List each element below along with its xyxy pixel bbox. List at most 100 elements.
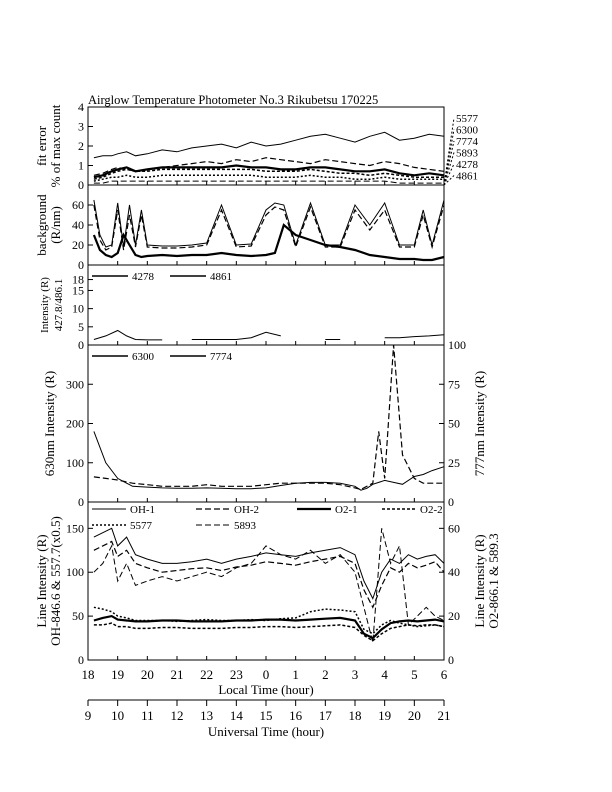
ut-tick-label: 15: [260, 708, 273, 723]
y-tick-label: 10: [72, 302, 84, 316]
ut-tick-label: 19: [378, 708, 391, 723]
ut-tick-label: 9: [85, 708, 92, 723]
panel-frame: [87, 344, 445, 503]
series-line-7774: [93, 344, 444, 491]
y-right-axis-label: Line Intensity (R): [472, 534, 487, 627]
local-time-tick-label: 23: [230, 667, 243, 682]
y-right-tick-label: 50: [448, 417, 460, 431]
y-axis-label: OH-846.6 & 557.7(x0.5): [48, 516, 63, 646]
series-line-5577: [93, 606, 445, 635]
ut-tick-label: 20: [408, 708, 421, 723]
local-time-tick-label: 5: [411, 667, 418, 682]
y-axis-label: 630nm Intensity (R): [42, 371, 57, 476]
ut-tick-label: 12: [171, 708, 184, 723]
local-time-axis-label: Local Time (hour): [218, 682, 313, 697]
legend-leader: [443, 140, 455, 186]
legend-label: OH-2: [234, 504, 259, 516]
series-line-4278: [93, 174, 444, 182]
y-tick-label: 100: [66, 565, 84, 579]
ut-tick-label: 14: [230, 708, 244, 723]
local-time-tick-label: 20: [141, 667, 154, 682]
y-right-tick-label: 20: [448, 609, 460, 623]
y-tick-label: 0: [78, 653, 84, 667]
series-line-5577: [93, 131, 445, 159]
chart-title: Airglow Temperature Photometer No.3 Riku…: [88, 93, 378, 107]
y-tick-label: 5: [78, 320, 84, 334]
y-axis-label: (R/nm): [48, 206, 63, 244]
series-line-5893: [93, 168, 444, 180]
ut-tick-label: 13: [200, 708, 213, 723]
legend-label: 5577: [456, 113, 479, 125]
y-right-tick-label: 100: [448, 338, 466, 352]
series-line-bg-1: [93, 204, 445, 251]
legend-label: 4278: [132, 271, 155, 283]
y-tick-label: 0: [78, 495, 84, 509]
y-tick-label: 50: [72, 609, 84, 623]
series-line-OH-2: [93, 540, 445, 609]
y-tick-label: 150: [66, 521, 84, 535]
local-time-tick-label: 2: [322, 667, 329, 682]
y-right-tick-label: 0: [448, 495, 454, 509]
panel-background: 0 20 40 60 background (R/nm): [34, 184, 445, 272]
legend-label: 5893: [234, 520, 257, 532]
series-line-O2-1: [93, 614, 445, 640]
y-right-axis-label: 777nm Intensity (R): [472, 371, 487, 476]
panel-frame: [87, 184, 445, 266]
y-tick-label: 20: [72, 238, 84, 252]
series-line-O2-2: [93, 622, 445, 642]
series-line-OH-1: [93, 527, 445, 600]
y-tick-label: 2: [78, 139, 84, 153]
legend-leader: [443, 152, 455, 186]
y-tick-label: 1: [78, 159, 84, 173]
series-line-4278: [93, 329, 445, 341]
panel-630-777: 0 100 200 300 0 25 50 75 100 630nm Intensity (R) 7…: [42, 338, 487, 509]
y-tick-label: 40: [72, 218, 84, 232]
y-tick-label: 0: [78, 338, 84, 352]
series-line-6300: [93, 157, 445, 176]
legend-label: 7774: [210, 351, 233, 363]
y-axis-label: % of max count: [48, 104, 63, 187]
y-tick-label: 3: [78, 120, 84, 134]
legend-label: 4861: [456, 171, 478, 183]
y-tick-label: 0: [78, 178, 84, 192]
y-axis-label: Intensity (R): [39, 277, 51, 333]
series-line-4861: [93, 180, 444, 184]
legend-label: 5893: [456, 148, 479, 160]
y-axis-label: 427.8/486.1: [53, 279, 65, 332]
local-time-tick-label: 21: [171, 667, 184, 682]
local-time-tick-label: 18: [82, 667, 95, 682]
y-tick-label: 100: [66, 456, 84, 470]
y-right-tick-label: 60: [448, 521, 460, 535]
y-tick-label: 200: [66, 417, 84, 431]
y-axis-label: Line Intensity (R): [34, 534, 49, 627]
legend-leader: [443, 163, 455, 186]
y-right-tick-label: 40: [448, 565, 460, 579]
legend-label: OH-1: [130, 504, 155, 516]
local-time-tick-label: 19: [111, 667, 124, 682]
legend-label: 6300: [456, 125, 479, 137]
ut-tick-label: 16: [289, 708, 303, 723]
legend-leader: [443, 117, 455, 186]
y-tick-label: 4: [78, 100, 84, 114]
y-tick-label: 0: [78, 258, 84, 272]
ut-tick-label: 21: [438, 708, 451, 723]
local-time-tick-label: 1: [292, 667, 299, 682]
y-tick-label: 15: [72, 283, 84, 297]
legend-label: O2-2: [420, 504, 443, 516]
ut-tick-label: 17: [319, 708, 333, 723]
legend-label: 4861: [210, 271, 232, 283]
y-right-axis-label: O2-866.1 & 589.3: [486, 533, 501, 628]
y-axis-label: background: [34, 194, 49, 256]
legend-label: 7774: [456, 136, 479, 148]
series-line-5893: [93, 528, 445, 643]
local-time-tick-label: 3: [352, 667, 359, 682]
ut-tick-label: 18: [349, 708, 362, 723]
y-axis-label: fit error: [34, 125, 49, 166]
y-right-tick-label: 25: [448, 456, 460, 470]
legend-label: O2-1: [335, 504, 358, 516]
y-tick-label: 18: [72, 273, 84, 287]
y-tick-label: 60: [72, 198, 84, 212]
